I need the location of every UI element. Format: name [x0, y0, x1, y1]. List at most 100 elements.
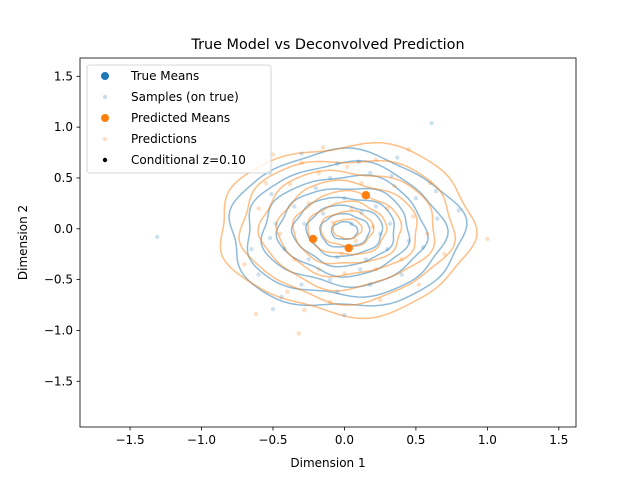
sample-point — [359, 210, 364, 215]
sample-point — [433, 188, 439, 194]
sample-point — [395, 155, 400, 160]
prediction-point — [349, 206, 354, 211]
prediction-point — [253, 311, 259, 317]
sample-point — [435, 216, 440, 221]
prediction-point — [406, 147, 411, 152]
sample-point — [154, 234, 160, 240]
y-tick-label: 0.5 — [54, 171, 73, 185]
contour-line — [319, 212, 371, 248]
sample-point — [367, 170, 373, 176]
prediction-point — [270, 152, 276, 157]
sample-point — [406, 238, 411, 244]
sample-point — [363, 257, 369, 262]
x-axis-ticks: −1.5 −1.0 −0.5 0.0 0.5 1.0 1.5 — [115, 427, 568, 447]
prediction-point — [410, 214, 416, 219]
sample-point — [320, 211, 326, 216]
prediction-point — [285, 289, 290, 295]
sample-point — [385, 246, 390, 252]
legend-marker-true-means — [101, 72, 109, 80]
sample-point — [249, 246, 254, 252]
contour-line — [228, 147, 468, 307]
prediction-point — [373, 267, 379, 272]
x-tick-label: −1.0 — [187, 433, 216, 447]
prediction-point — [299, 160, 304, 165]
sample-point — [349, 221, 354, 226]
sample-point — [357, 267, 363, 272]
prediction-point — [330, 220, 336, 225]
sample-point — [306, 257, 311, 262]
prediction-point — [339, 251, 344, 257]
prediction-point — [428, 180, 433, 186]
sample-point — [256, 272, 261, 277]
sample-point — [389, 173, 394, 179]
sample-point — [279, 294, 284, 300]
sample-point — [413, 196, 419, 201]
x-axis-label: Dimension 1 — [290, 456, 365, 470]
contours-layer — [219, 141, 478, 320]
y-tick-label: −1.5 — [44, 374, 73, 388]
prediction-point — [345, 164, 350, 169]
sample-point — [342, 312, 347, 318]
prediction-point — [302, 307, 307, 313]
y-tick-label: −1.0 — [44, 323, 73, 337]
sample-point — [335, 255, 340, 260]
prediction-point — [442, 251, 447, 257]
legend-label-true-means: True Means — [130, 69, 199, 83]
sample-point — [377, 231, 383, 237]
contour-line — [320, 210, 375, 248]
legend-marker-predictions — [102, 136, 108, 142]
prediction-point — [353, 238, 359, 244]
y-axis-label: Dimension 2 — [16, 205, 30, 280]
sample-point — [367, 282, 373, 287]
sample-point — [299, 151, 304, 156]
sample-point — [273, 221, 279, 226]
prediction-point — [485, 236, 490, 242]
x-tick-label: 0.0 — [335, 433, 354, 447]
points-layer — [154, 120, 490, 336]
prediction-point — [327, 299, 333, 305]
sample-point — [399, 272, 404, 277]
legend-label-conditional: Conditional z=0.10 — [131, 153, 246, 167]
sample-point — [373, 204, 379, 209]
prediction-point — [320, 145, 326, 150]
x-tick-label: 1.5 — [549, 433, 568, 447]
legend-label-predicted-means: Predicted Means — [131, 111, 230, 125]
legend-box — [86, 64, 272, 174]
y-tick-label: 1.5 — [54, 69, 73, 83]
legend-marker-conditional — [102, 157, 108, 163]
sample-point — [327, 277, 333, 282]
y-tick-label: 0.0 — [54, 222, 73, 236]
predicted-mean-point — [344, 243, 353, 253]
prediction-point — [359, 180, 364, 186]
contour-line — [307, 200, 388, 256]
sample-point — [335, 161, 340, 166]
sample-point — [420, 244, 426, 250]
prediction-point — [256, 206, 261, 211]
sample-point — [292, 204, 297, 209]
prediction-point — [263, 180, 269, 186]
sample-point — [335, 289, 340, 295]
prediction-point — [370, 224, 376, 229]
contour-line — [275, 179, 418, 278]
sample-point — [387, 221, 393, 226]
prediction-point — [342, 271, 347, 276]
prediction-point — [242, 262, 247, 267]
sample-point — [327, 175, 333, 181]
prediction-point — [425, 231, 430, 237]
prediction-point — [377, 297, 383, 303]
prediction-point — [287, 181, 293, 187]
sample-point — [429, 120, 434, 126]
sample-point — [456, 208, 461, 213]
legend-label-samples: Samples (on true) — [131, 90, 239, 104]
prediction-point — [277, 231, 283, 237]
sample-point — [299, 282, 304, 287]
sample-point — [269, 192, 274, 197]
contour-line — [257, 169, 436, 292]
legend-marker-predicted-means — [101, 114, 109, 122]
sample-point — [313, 185, 319, 191]
prediction-point — [416, 282, 421, 287]
x-tick-label: 1.0 — [478, 433, 497, 447]
contour-line — [305, 204, 384, 258]
sample-point — [356, 159, 361, 164]
